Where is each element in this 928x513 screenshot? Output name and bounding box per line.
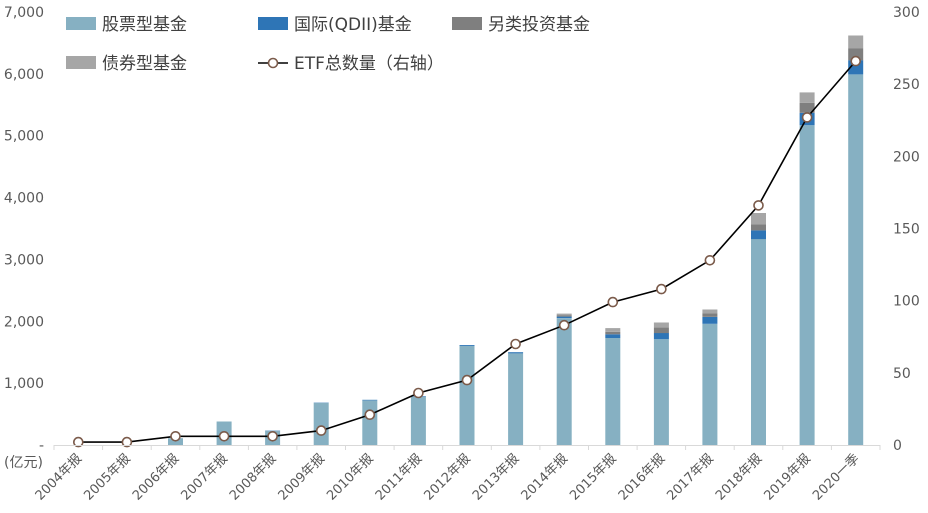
right-tick-label: 150 <box>893 222 920 238</box>
unit-label: (亿元) <box>4 455 43 471</box>
left-tick-label: 4,000 <box>4 191 44 207</box>
left-tick-label: 1,000 <box>4 376 44 392</box>
bar-segment-0-12 <box>653 339 669 445</box>
x-tick-label: 2005年报 <box>81 451 133 503</box>
bar-segment-1-14 <box>751 230 766 240</box>
etf-count-point <box>121 436 133 448</box>
bar-segment-3-11 <box>605 328 621 332</box>
bar-segment-3-16 <box>848 35 864 49</box>
legend-label-1: 国际(QDII)基金 <box>294 15 412 35</box>
x-tick-label: 2014年报 <box>519 451 571 503</box>
x-tick-label: 2013年报 <box>470 451 522 503</box>
left-tick-label: 2,000 <box>4 314 44 330</box>
bar-segment-1-9 <box>508 352 524 354</box>
x-tick-label: 2020一季 <box>810 451 862 503</box>
bar-segment-1-10 <box>556 316 572 319</box>
bar-segment-1-8 <box>459 345 475 346</box>
x-tick-label: 2006年报 <box>130 451 182 503</box>
etf-count-point <box>315 425 327 436</box>
bar-segment-0-7 <box>410 396 426 445</box>
bar-segment-1-6 <box>362 399 378 401</box>
legend-swatch-2 <box>452 17 482 30</box>
bar-segment-2-13 <box>702 313 718 317</box>
bar-segment-2-16 <box>848 48 864 61</box>
right-tick-label: 50 <box>893 366 911 382</box>
etf-count-point <box>607 296 619 308</box>
etf-count-point <box>801 112 813 123</box>
right-tick-label: 0 <box>893 438 902 454</box>
etf-count-point <box>413 387 424 399</box>
x-tick-label: 2009年报 <box>276 451 328 503</box>
etf-count-point <box>218 430 230 442</box>
legend-label-4: ETF总数量（右轴） <box>294 54 444 74</box>
bar-segment-0-2 <box>168 438 183 445</box>
left-tick-label: 5,000 <box>4 129 44 145</box>
etf-count-point <box>364 409 376 421</box>
bar-segment-0-16 <box>848 74 864 445</box>
x-tick-label: 2016年报 <box>616 451 668 503</box>
etf-count-point <box>510 338 521 350</box>
bar-segment-3-15 <box>799 92 815 103</box>
etf-count-point <box>850 55 862 67</box>
legend-swatch-1 <box>258 17 288 30</box>
bar-segment-0-9 <box>508 353 524 445</box>
x-tick-label: 2015年报 <box>567 451 619 503</box>
etf-count-point <box>267 430 278 442</box>
legend-label-3: 债券型基金 <box>102 54 187 74</box>
bar-layer <box>168 35 864 445</box>
bar-segment-0-15 <box>799 125 815 445</box>
bar-segment-0-8 <box>459 346 475 445</box>
bar-segment-0-14 <box>751 239 766 445</box>
x-tick-label: 2019年报 <box>762 451 814 503</box>
x-tick-label: 2008年报 <box>227 451 279 503</box>
etf-count-point <box>656 283 667 295</box>
bar-segment-1-12 <box>653 333 669 340</box>
bar-segment-2-10 <box>556 315 572 317</box>
bar-segment-2-12 <box>653 327 669 334</box>
x-tick-label: 2012年报 <box>421 451 473 503</box>
bar-segment-2-14 <box>751 224 766 231</box>
x-tick-label: 2011年报 <box>373 451 425 503</box>
bar-segment-0-5 <box>313 402 329 445</box>
x-tick-label: 2010年报 <box>324 451 376 503</box>
bar-segment-0-6 <box>362 400 378 445</box>
legend-swatch-3 <box>66 56 96 69</box>
bar-segment-1-13 <box>702 317 718 324</box>
bar-segment-3-12 <box>653 322 669 328</box>
bar-segment-0-11 <box>605 338 621 445</box>
etf-count-point <box>461 374 473 386</box>
etf-count-point <box>704 254 716 266</box>
left-tick-label: 3,000 <box>4 252 44 268</box>
bar-segment-2-15 <box>799 102 815 113</box>
bar-segment-3-14 <box>751 213 766 225</box>
bar-segment-3-13 <box>702 309 718 314</box>
x-tick-label: 2018年报 <box>713 451 765 503</box>
bar-segment-1-11 <box>605 334 621 338</box>
legend-swatch-0 <box>66 17 96 30</box>
etf-count-point <box>558 319 570 331</box>
left-tick-label: 6,000 <box>4 67 44 83</box>
line-layer <box>73 55 862 448</box>
bar-segment-3-10 <box>556 313 572 316</box>
etf-count-point <box>73 436 84 448</box>
legend-marker <box>267 57 279 69</box>
bar-segment-0-13 <box>702 323 718 445</box>
bar-segment-0-10 <box>556 318 572 445</box>
bar-segment-2-11 <box>605 331 621 335</box>
x-tick-label: 2017年报 <box>664 451 716 503</box>
legend-label-2: 另类投资基金 <box>488 15 590 35</box>
etf-count-point <box>170 430 181 442</box>
right-tick-label: 100 <box>893 294 920 310</box>
x-tick-label: 2007年报 <box>179 451 231 503</box>
left-tick-label: 7,000 <box>4 5 44 21</box>
legend-label-0: 股票型基金 <box>102 15 187 35</box>
right-tick-label: 200 <box>893 149 920 165</box>
right-tick-label: 300 <box>893 5 920 21</box>
left-tick-label: - <box>39 438 44 454</box>
right-tick-label: 250 <box>893 77 920 93</box>
etf-count-point <box>753 200 764 211</box>
